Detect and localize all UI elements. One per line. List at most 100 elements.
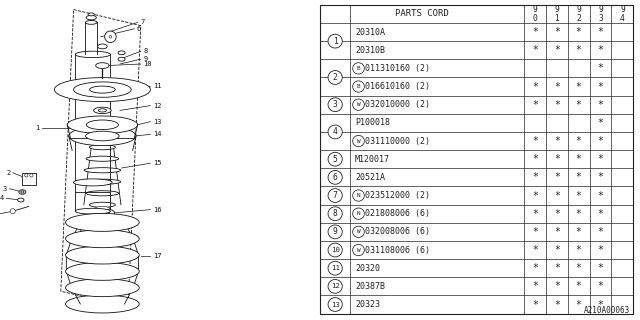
Ellipse shape xyxy=(98,44,108,49)
Text: 20323: 20323 xyxy=(355,300,380,309)
Text: W: W xyxy=(356,102,360,107)
Text: *: * xyxy=(532,227,538,237)
Ellipse shape xyxy=(96,63,109,68)
Text: *: * xyxy=(575,190,582,201)
Ellipse shape xyxy=(54,78,150,102)
Text: 031108006 (6): 031108006 (6) xyxy=(365,245,430,254)
Ellipse shape xyxy=(93,107,111,114)
Text: *: * xyxy=(554,82,559,92)
Text: 15: 15 xyxy=(153,160,161,166)
Ellipse shape xyxy=(95,211,109,215)
Text: *: * xyxy=(575,227,582,237)
Text: *: * xyxy=(598,172,604,182)
Text: *: * xyxy=(598,190,604,201)
Text: *: * xyxy=(598,263,604,273)
Text: *: * xyxy=(532,154,538,164)
Text: 8: 8 xyxy=(143,48,148,54)
Ellipse shape xyxy=(74,82,131,97)
Text: *: * xyxy=(554,27,559,37)
Text: *: * xyxy=(598,27,604,37)
Ellipse shape xyxy=(90,202,115,207)
Text: 13: 13 xyxy=(331,301,340,308)
Circle shape xyxy=(353,190,364,201)
Text: 12: 12 xyxy=(153,103,161,108)
Text: *: * xyxy=(575,82,582,92)
Circle shape xyxy=(328,225,342,239)
Text: N: N xyxy=(356,193,360,198)
Text: *: * xyxy=(532,27,538,37)
Text: 12: 12 xyxy=(331,283,340,289)
Text: *: * xyxy=(554,154,559,164)
Ellipse shape xyxy=(86,228,99,233)
Ellipse shape xyxy=(65,262,140,280)
Ellipse shape xyxy=(65,279,140,297)
Text: *: * xyxy=(575,100,582,110)
Text: 16: 16 xyxy=(153,207,161,212)
Text: 14: 14 xyxy=(153,132,161,137)
Text: *: * xyxy=(598,136,604,146)
Ellipse shape xyxy=(95,215,109,219)
Text: 9: 9 xyxy=(333,227,337,236)
Text: *: * xyxy=(532,209,538,219)
Ellipse shape xyxy=(67,116,138,134)
Circle shape xyxy=(105,31,116,43)
Circle shape xyxy=(328,279,342,293)
Text: P100018: P100018 xyxy=(355,118,390,127)
Circle shape xyxy=(353,226,364,237)
Text: *: * xyxy=(554,100,559,110)
Circle shape xyxy=(353,135,364,147)
Text: *: * xyxy=(532,263,538,273)
Ellipse shape xyxy=(19,190,26,194)
Circle shape xyxy=(328,152,342,166)
Ellipse shape xyxy=(74,179,112,186)
Ellipse shape xyxy=(65,213,140,231)
Text: 20320: 20320 xyxy=(355,264,380,273)
Text: 4: 4 xyxy=(333,127,337,136)
Ellipse shape xyxy=(20,191,24,193)
Text: 11: 11 xyxy=(331,265,340,271)
Text: 10: 10 xyxy=(143,61,152,67)
Text: 9
1: 9 1 xyxy=(554,5,559,22)
Text: *: * xyxy=(554,281,559,291)
Text: 9
0: 9 0 xyxy=(532,5,537,22)
Text: *: * xyxy=(598,82,604,92)
Text: *: * xyxy=(598,63,604,73)
Text: *: * xyxy=(575,245,582,255)
Text: *: * xyxy=(575,300,582,309)
Text: *: * xyxy=(598,209,604,219)
Ellipse shape xyxy=(76,51,111,58)
Text: 2: 2 xyxy=(6,170,10,176)
Text: *: * xyxy=(532,281,538,291)
Text: 9
4: 9 4 xyxy=(620,5,625,22)
Circle shape xyxy=(328,171,342,184)
Text: 5: 5 xyxy=(333,155,337,164)
Text: 032010000 (2): 032010000 (2) xyxy=(365,100,430,109)
Text: *: * xyxy=(554,300,559,309)
Circle shape xyxy=(328,261,342,275)
Text: 13: 13 xyxy=(153,119,161,124)
Circle shape xyxy=(328,34,342,48)
Text: 021808006 (6): 021808006 (6) xyxy=(365,209,430,218)
Circle shape xyxy=(328,98,342,112)
Text: *: * xyxy=(554,209,559,219)
Text: *: * xyxy=(532,100,538,110)
Text: *: * xyxy=(532,45,538,55)
Text: *: * xyxy=(554,172,559,182)
Text: *: * xyxy=(598,154,604,164)
Text: *: * xyxy=(554,45,559,55)
Circle shape xyxy=(353,81,364,92)
Text: *: * xyxy=(532,190,538,201)
Circle shape xyxy=(328,243,342,257)
Text: 016610160 (2): 016610160 (2) xyxy=(365,82,430,91)
Ellipse shape xyxy=(65,295,140,313)
Text: 1: 1 xyxy=(35,125,39,131)
Text: *: * xyxy=(554,245,559,255)
Text: *: * xyxy=(598,100,604,110)
Circle shape xyxy=(24,174,28,177)
Ellipse shape xyxy=(86,120,118,130)
Text: *: * xyxy=(575,281,582,291)
Text: *: * xyxy=(532,136,538,146)
Text: *: * xyxy=(554,136,559,146)
Text: 7: 7 xyxy=(333,191,337,200)
Text: 20521A: 20521A xyxy=(355,173,385,182)
